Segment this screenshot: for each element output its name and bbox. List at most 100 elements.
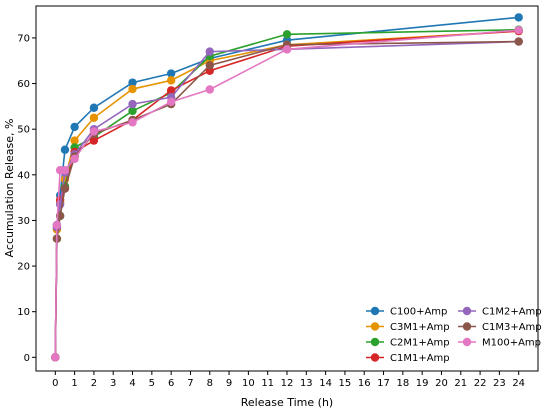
series-line	[54, 28, 519, 358]
y-tick-label: 20	[17, 262, 30, 273]
legend-label: C1M1+Amp	[390, 353, 450, 364]
data-point	[514, 25, 523, 35]
x-tick-label: 5	[149, 378, 155, 389]
legend-item: C2M1+Amp	[366, 338, 450, 349]
x-tick-label: 9	[226, 378, 232, 389]
x-tick-label: 0	[52, 378, 58, 389]
data-point	[166, 97, 176, 107]
x-tick-label: 4	[129, 378, 135, 389]
x-tick-label: 12	[281, 378, 294, 389]
data-point	[128, 78, 137, 87]
legend-marker	[462, 322, 472, 331]
plot-frame	[35, 5, 539, 372]
series-line	[54, 29, 519, 358]
data-point	[70, 122, 79, 132]
x-tick-label: 23	[493, 378, 506, 389]
legend-item: C1M1+Amp	[366, 353, 450, 364]
data-point	[89, 136, 99, 145]
y-tick-label: 0	[24, 353, 30, 364]
legend-item: C100+Amp	[366, 307, 447, 318]
legend-label: C1M2+Amp	[482, 307, 542, 318]
x-tick-label: 22	[474, 378, 487, 389]
x-tick-label: 15	[339, 378, 352, 389]
data-point	[70, 154, 79, 164]
legend-marker	[370, 353, 380, 362]
data-point	[52, 220, 62, 230]
x-tick-label: 2	[91, 378, 97, 389]
data-point	[60, 184, 70, 193]
x-tick-label: 18	[396, 378, 409, 389]
y-tick-label: 40	[17, 170, 30, 181]
series-m100-amp	[51, 25, 523, 362]
x-tick-label: 13	[300, 378, 313, 389]
y-tick-label: 30	[17, 216, 30, 227]
legend-item: C1M2+Amp	[458, 307, 542, 318]
legend-item: M100+Amp	[458, 338, 541, 349]
data-point	[514, 13, 523, 22]
x-tick-label: 8	[207, 378, 213, 389]
data-point	[514, 37, 523, 46]
legend-marker	[370, 337, 380, 347]
x-tick-label: 20	[435, 378, 448, 389]
x-tick-label: 7	[187, 378, 193, 389]
legend-label: C2M1+Amp	[390, 338, 450, 349]
data-point	[128, 99, 137, 109]
data-point	[282, 30, 292, 39]
legend-label: C100+Amp	[390, 307, 447, 318]
data-point	[205, 47, 214, 56]
data-point	[282, 45, 292, 54]
series-c3m1-amp	[51, 26, 523, 362]
x-tick-label: 11	[261, 378, 274, 389]
series-line	[54, 16, 519, 358]
x-axis-label: Release Time (h)	[241, 396, 333, 409]
x-tick-label: 10	[242, 378, 255, 389]
series-line	[54, 30, 519, 358]
legend-marker	[370, 322, 380, 331]
y-axis: 0 10 20 30 40 50 60 70	[17, 33, 36, 364]
legend: C100+Amp C3M1+Amp C2M1+Amp C1M1+Amp C1M2+Amp…	[366, 307, 542, 364]
series-line	[54, 30, 519, 358]
data-point	[60, 166, 70, 175]
data-point	[166, 86, 176, 95]
series-c1m2-amp	[51, 37, 523, 362]
data-point	[60, 145, 70, 154]
y-tick-label: 70	[17, 33, 30, 44]
x-tick-label: 24	[512, 378, 525, 389]
data-point	[51, 353, 60, 362]
series-layer	[51, 13, 523, 362]
data-point	[205, 85, 214, 94]
y-tick-label: 50	[17, 125, 30, 136]
legend-marker	[370, 306, 380, 316]
series-c1m3-amp	[51, 37, 523, 362]
x-tick-label: 3	[110, 378, 116, 389]
series-line	[54, 40, 519, 358]
y-tick-label: 10	[17, 307, 30, 318]
series-c2m1-amp	[51, 25, 523, 362]
series-line	[54, 40, 519, 358]
x-axis: 0 1 2 3 4 5 6 7 8 9 10 11 12 13 14 15 16 17 18 19 20 21 22 23 24	[52, 371, 525, 389]
x-tick-label: 6	[168, 378, 174, 389]
data-point	[70, 136, 79, 145]
data-point	[89, 113, 99, 122]
data-point	[89, 103, 99, 112]
y-axis-label: Accumulation Release, %	[3, 119, 16, 258]
x-tick-label: 21	[454, 378, 467, 389]
x-tick-label: 17	[377, 378, 390, 389]
legend-label: C3M1+Amp	[390, 322, 450, 333]
legend-marker	[462, 306, 472, 316]
legend-label: C1M3+Amp	[482, 322, 542, 333]
x-tick-label: 14	[319, 378, 332, 389]
data-point	[205, 61, 214, 70]
series-c1m1-amp	[51, 26, 523, 362]
data-point	[128, 84, 137, 94]
y-tick-label: 60	[17, 79, 30, 90]
legend-label: M100+Amp	[482, 338, 541, 349]
data-point	[166, 76, 176, 85]
x-tick-label: 16	[358, 378, 371, 389]
data-point	[128, 106, 137, 116]
legend-item: C3M1+Amp	[366, 322, 450, 333]
data-point	[89, 127, 99, 136]
legend-item: C1M3+Amp	[458, 322, 542, 333]
data-point	[128, 118, 137, 127]
